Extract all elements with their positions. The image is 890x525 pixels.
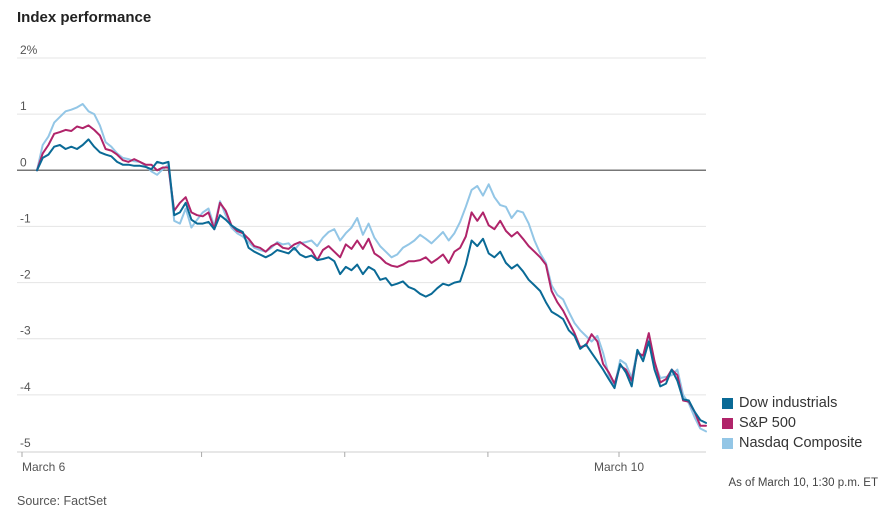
y-tick-label: 0: [20, 155, 27, 169]
y-tick-label: 1: [20, 99, 27, 113]
y-tick-label: -5: [20, 436, 31, 450]
y-tick-label: -2: [20, 268, 31, 282]
legend-swatch: [722, 397, 733, 409]
series-lines: [36, 103, 707, 433]
y-tick-label: -1: [20, 211, 31, 225]
y-tick-label: -4: [20, 380, 31, 394]
as-of-note: As of March 10, 1:30 p.m. ET: [728, 477, 878, 489]
legend-item-dow: Dow industrials: [722, 393, 862, 413]
legend-label: Nasdaq Composite: [739, 435, 863, 451]
legend-label: S&P 500: [739, 415, 796, 431]
chart-title: Index performance: [17, 9, 152, 26]
legend-item-sp500: S&P 500: [722, 413, 862, 433]
source-note: Source: FactSet: [17, 494, 107, 508]
x-axis: March 6 March 10: [17, 451, 706, 474]
y-tick-label: 2%: [20, 43, 38, 57]
legend-item-nasdaq: Nasdaq Composite: [722, 433, 862, 453]
legend-swatch: [722, 437, 733, 449]
series-line-dow-industrials: [36, 138, 707, 424]
legend-swatch: [722, 417, 733, 429]
x-tick-label: March 10: [594, 460, 644, 474]
legend-label: Dow industrials: [739, 395, 838, 411]
legend: Dow industrials S&P 500 Nasdaq Composite: [722, 393, 862, 453]
gridlines: [17, 57, 706, 396]
x-tick-label: March 6: [22, 460, 66, 474]
y-tick-label: -3: [20, 324, 31, 338]
y-axis-labels: 2% 1 0 -1 -2 -3 -4 -5: [20, 43, 38, 450]
series-line-s-p-500: [36, 124, 707, 427]
